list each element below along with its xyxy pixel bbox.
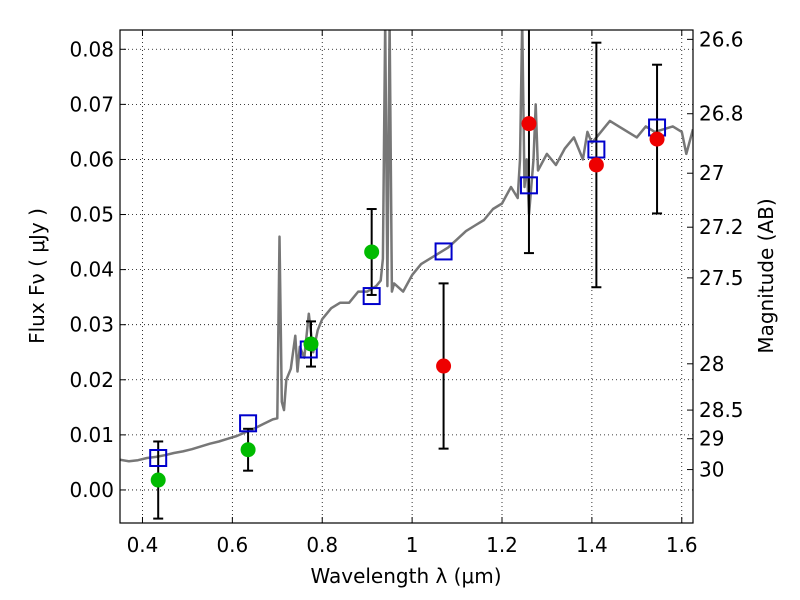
model-square-marker [519,176,538,195]
y-tick-label: 0.04 [69,258,114,282]
detection-marker [240,442,256,458]
detection-marker [150,472,166,488]
y-right-tick-label: 30 [699,458,724,482]
model-square-marker [434,242,453,261]
nondetection-marker [436,358,452,374]
y-right-tick-label: 28 [699,352,724,376]
y-tick-label: 0.06 [69,147,114,171]
x-tick-label: 0.8 [306,533,338,557]
y-tick-label: 0.00 [69,478,114,502]
y-tick-label: 0.08 [69,37,114,61]
y-right-tick-label: 27.5 [699,266,744,290]
plot-frame [119,29,694,524]
nondetection-marker [588,157,604,173]
y-right-tick-label: 28.5 [699,398,744,422]
y-right-tick-label: 27 [699,161,724,185]
y-right-tick-label: 26.8 [699,102,744,126]
nondetection-marker [521,116,537,132]
x-tick-label: 0.4 [127,533,159,557]
y-tick-label: 0.05 [69,203,114,227]
x-tick-label: 1.4 [576,533,608,557]
y-axis-right-title: Magnitude (AB) [754,198,778,353]
markers [149,116,667,488]
tick-labels: 0.4 0.6 0.8 1 1.2 1.4 1.6 0.00 0.01 0.02 0.03 0.04 0… [69,27,743,557]
x-tick-label: 1 [406,533,419,557]
y-axis-title: Flux Fν ( μJy ) [25,208,49,344]
x-tick-label: 0.6 [216,533,248,557]
y-tick-label: 0.01 [69,423,114,447]
x-tick-label: 1.2 [486,533,518,557]
y-tick-label: 0.03 [69,313,114,337]
x-tick-label: 1.6 [666,533,698,557]
nondetection-marker [649,131,665,147]
y-tick-label: 0.02 [69,368,114,392]
model-square-marker [362,287,381,306]
x-axis-title: Wavelength λ (μm) [310,564,501,588]
y-tick-label: 0.07 [69,92,114,116]
y-right-tick-label: 26.6 [699,27,744,51]
model-square-marker [239,414,258,433]
ticks [120,30,693,523]
detection-marker [364,244,380,260]
y-right-tick-label: 27.2 [699,215,744,239]
y-right-tick-label: 29 [699,427,724,451]
detection-marker [303,336,319,352]
model-square-marker [149,449,168,468]
